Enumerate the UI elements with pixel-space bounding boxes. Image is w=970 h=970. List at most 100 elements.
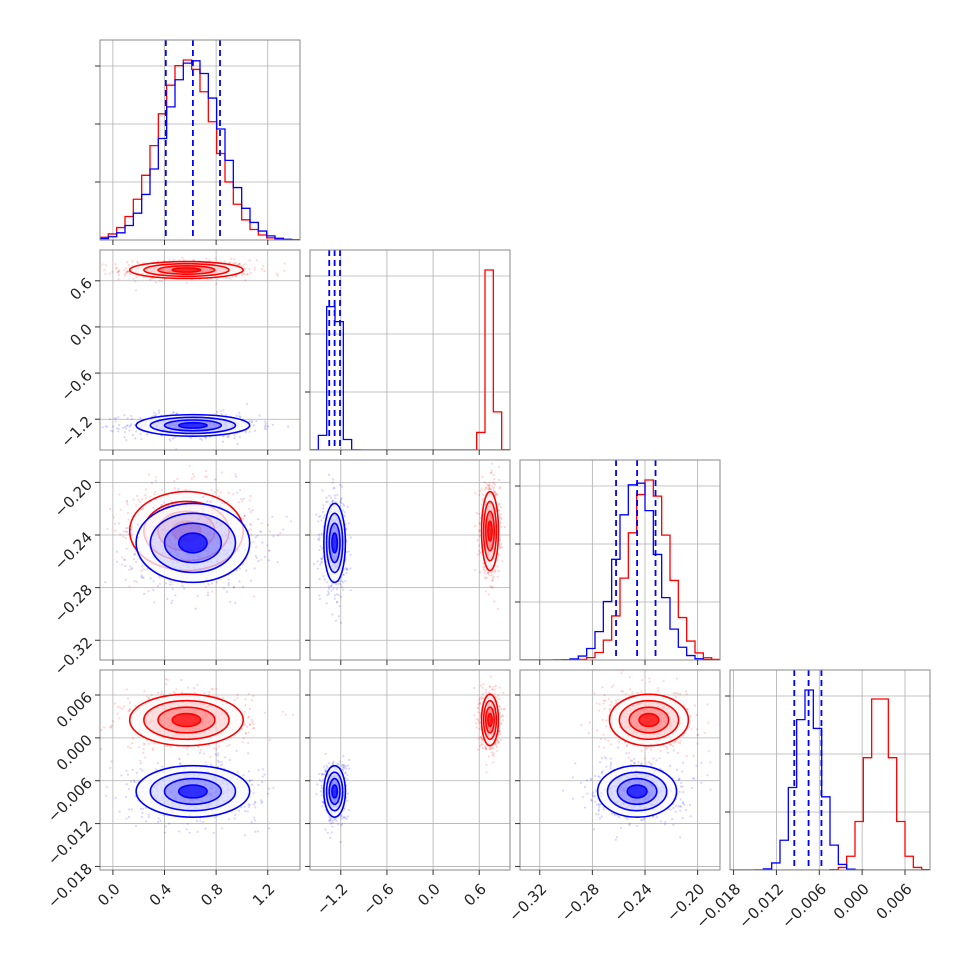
sample-point: [204, 475, 207, 478]
sample-point: [196, 595, 199, 598]
sample-point: [125, 688, 128, 691]
sample-point: [490, 469, 493, 472]
sample-point: [157, 817, 160, 820]
sample-point: [254, 536, 257, 539]
sample-point: [145, 488, 148, 491]
sample-point: [206, 582, 210, 585]
sample-point: [327, 592, 330, 595]
sample-point: [142, 751, 145, 755]
sample-point: [147, 813, 150, 816]
sample-point: [478, 552, 482, 555]
sample-point: [219, 505, 222, 508]
sample-point: [248, 724, 252, 727]
sample-point: [123, 436, 126, 439]
sample-point: [279, 531, 282, 535]
sample-point: [104, 264, 107, 267]
sample-point: [265, 428, 268, 431]
sample-point: [149, 278, 152, 281]
sample-point: [131, 768, 134, 771]
sample-point: [231, 275, 234, 278]
sample-point: [164, 278, 167, 281]
sample-point: [109, 726, 112, 729]
sample-point: [250, 699, 253, 702]
sample-point: [143, 592, 146, 596]
sample-point: [125, 817, 128, 820]
sample-point: [144, 494, 147, 497]
sample-point: [124, 578, 127, 581]
sample-point: [199, 819, 202, 822]
sample-point: [190, 477, 193, 480]
sample-point: [133, 553, 136, 556]
sample-point: [344, 567, 347, 570]
sample-point: [128, 429, 131, 432]
sample-point: [234, 274, 237, 278]
sample-point: [316, 567, 320, 570]
sample-point: [488, 488, 491, 491]
sample-point: [340, 586, 343, 589]
sample-point: [142, 568, 145, 571]
sample-point: [253, 595, 256, 598]
sample-point: [248, 268, 251, 271]
sample-point: [498, 509, 501, 512]
sample-point: [111, 270, 114, 273]
sample-point: [127, 745, 130, 748]
sample-point: [242, 264, 245, 267]
sample-point: [146, 567, 149, 571]
sample-point: [241, 740, 244, 743]
sample-point: [339, 621, 343, 624]
sample-point: [232, 493, 235, 496]
sample-point: [238, 580, 241, 583]
sample-point: [222, 435, 225, 438]
sample-point: [316, 560, 319, 563]
sample-point: [111, 430, 114, 433]
sample-point: [208, 690, 211, 694]
sample-point: [136, 494, 139, 497]
sample-point: [153, 411, 156, 414]
sample-point: [247, 770, 250, 773]
sample-point: [162, 814, 165, 817]
sample-point: [473, 525, 477, 528]
sample-point: [117, 278, 120, 281]
sample-point: [125, 270, 128, 274]
sample-point: [130, 568, 133, 571]
sample-point: [248, 723, 251, 726]
sample-point: [253, 567, 256, 570]
sample-point: [145, 496, 148, 500]
panel-content: [310, 250, 510, 450]
sample-point: [235, 475, 238, 478]
sample-point: [109, 766, 112, 769]
sample-point: [117, 416, 120, 419]
contour-line: [482, 500, 498, 562]
sample-point: [321, 557, 324, 560]
sample-point: [205, 257, 208, 260]
sample-point: [268, 549, 271, 552]
sample-point: [271, 515, 274, 518]
sample-point: [325, 500, 328, 504]
sample-point: [248, 507, 251, 511]
sample-point: [146, 695, 149, 698]
sample-point: [152, 742, 156, 745]
sample-point: [275, 272, 279, 275]
sample-point: [248, 707, 251, 711]
sample-point: [125, 501, 128, 504]
sample-point: [238, 412, 241, 415]
sample-point: [179, 762, 182, 765]
sample-point: [134, 824, 138, 828]
sample-point: [264, 420, 267, 423]
sample-point: [249, 495, 252, 498]
sample-point: [318, 536, 321, 539]
sample-point: [112, 425, 115, 428]
sample-point: [160, 280, 163, 283]
sample-point: [198, 752, 201, 755]
sample-point: [328, 473, 331, 476]
sample-point: [85, 715, 87, 717]
sample-point: [320, 532, 323, 536]
sample-point: [114, 529, 117, 532]
sample-point: [149, 500, 152, 503]
sample-point: [255, 556, 258, 559]
sample-point: [208, 259, 211, 262]
sample-point: [327, 585, 330, 588]
sample-point: [129, 272, 132, 275]
sample-point: [212, 831, 215, 835]
sample-point: [150, 481, 153, 485]
